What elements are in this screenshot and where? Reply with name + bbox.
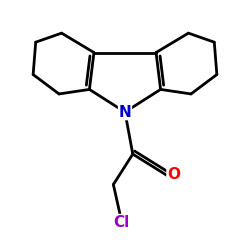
Text: Cl: Cl (114, 214, 130, 230)
Text: O: O (167, 167, 180, 182)
Text: N: N (119, 104, 132, 120)
